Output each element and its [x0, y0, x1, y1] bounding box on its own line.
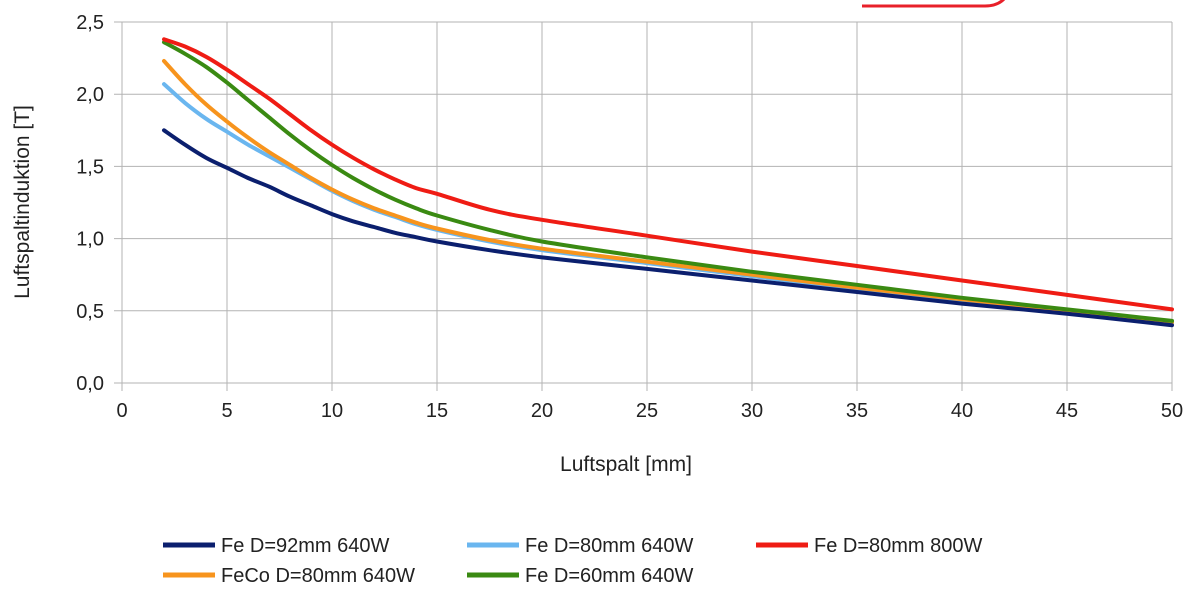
- x-tick-label: 20: [531, 400, 553, 422]
- series-line-3: [162, 59, 1174, 325]
- y-tick-label: 1,0: [76, 229, 104, 251]
- grid: [114, 21, 1173, 391]
- y-tick-label: 0,0: [76, 373, 104, 395]
- x-axis-ticks: 0 5 10 15 20 25 30 35 40 45 50: [116, 400, 1183, 422]
- x-axis-label: Luftspalt [mm]: [560, 453, 692, 476]
- legend-item: Fe D=60mm 640W: [467, 565, 694, 587]
- x-tick-label: 10: [321, 400, 343, 422]
- legend-item: FeCo D=80mm 640W: [163, 565, 415, 587]
- y-axis-ticks: 0,0 0,5 1,0 1,5 2,0 2,5: [76, 12, 104, 395]
- y-tick-label: 0,5: [76, 301, 104, 323]
- x-tick-label: 15: [426, 400, 448, 422]
- legend-item: Fe D=80mm 640W: [467, 535, 694, 557]
- x-tick-label: 5: [221, 400, 232, 422]
- legend-label: Fe D=80mm 800W: [814, 535, 983, 557]
- legend-item: Fe D=80mm 800W: [756, 535, 983, 557]
- x-tick-label: 0: [116, 400, 127, 422]
- x-tick-label: 35: [846, 400, 868, 422]
- y-tick-label: 2,0: [76, 84, 104, 106]
- x-tick-label: 50: [1161, 400, 1183, 422]
- x-tick-label: 40: [951, 400, 973, 422]
- legend: Fe D=92mm 640W Fe D=80mm 640W Fe D=80mm 80…: [163, 535, 983, 587]
- series-line-2: [162, 37, 1174, 312]
- legend-label: Fe D=60mm 640W: [525, 565, 694, 587]
- y-tick-label: 2,5: [76, 12, 104, 34]
- y-tick-label: 1,5: [76, 156, 104, 178]
- legend-label: FeCo D=80mm 640W: [221, 565, 415, 587]
- y-axis-label: Luftspaltinduktion [T]: [11, 105, 34, 299]
- legend-label: Fe D=92mm 640W: [221, 535, 390, 557]
- logo-fragment: [862, 0, 1006, 8]
- series-line-4: [162, 40, 1174, 323]
- x-tick-label: 30: [741, 400, 763, 422]
- legend-label: Fe D=80mm 640W: [525, 535, 694, 557]
- x-tick-label: 45: [1056, 400, 1078, 422]
- series-lines: [162, 37, 1174, 328]
- x-tick-label: 25: [636, 400, 658, 422]
- series-line-0: [162, 128, 1174, 328]
- legend-item: Fe D=92mm 640W: [163, 535, 390, 557]
